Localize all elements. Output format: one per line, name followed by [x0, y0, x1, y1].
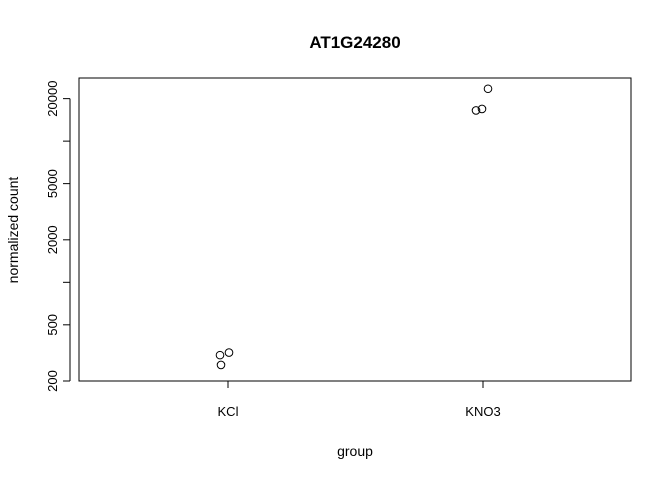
y-axis-label: normalized count [5, 177, 21, 284]
data-point [216, 360, 226, 370]
data-points [215, 84, 493, 370]
y-tick-label: 5000 [45, 169, 60, 198]
x-tick-label: KNO3 [465, 404, 500, 419]
chart-title: AT1G24280 [309, 33, 400, 52]
plot-frame [78, 77, 632, 382]
y-tick-label: 500 [45, 314, 60, 336]
y-tick-label: 2000 [45, 225, 60, 254]
y-tick-label: 20000 [45, 81, 60, 117]
x-axis-label: group [337, 443, 373, 459]
data-point [477, 104, 487, 114]
data-point [483, 84, 493, 94]
data-point [471, 106, 481, 115]
data-point [224, 348, 234, 357]
x-tick-label: KCl [218, 404, 239, 419]
y-axis: 200 500 2000 5000 20000 [45, 81, 71, 392]
x-axis: KCl KNO3 [218, 380, 501, 419]
y-tick-label: 200 [45, 370, 60, 392]
data-point [215, 350, 225, 360]
